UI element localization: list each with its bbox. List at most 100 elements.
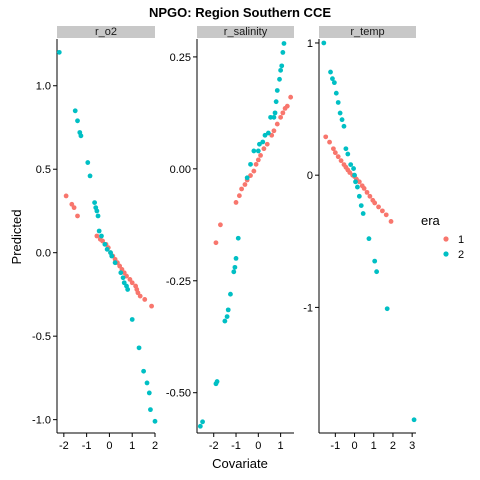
facet-strip-label: r_temp <box>350 26 384 38</box>
data-point <box>92 200 98 206</box>
data-point <box>335 100 341 105</box>
legend-label: 2 <box>458 249 464 261</box>
data-point <box>339 117 345 123</box>
data-point <box>222 318 228 324</box>
data-point <box>367 193 373 199</box>
x-tick-label: 2 <box>390 440 396 452</box>
legend-entries: 12 <box>443 234 464 261</box>
data-point <box>384 306 390 312</box>
legend-label: 1 <box>458 234 464 246</box>
x-axis-title: Covariate <box>212 456 268 471</box>
data-point <box>332 150 338 156</box>
data-point <box>200 419 205 425</box>
data-point <box>242 182 248 187</box>
data-point <box>330 76 335 82</box>
facet-strip <box>57 26 155 38</box>
data-point <box>56 49 62 55</box>
data-point <box>149 303 154 309</box>
facet-panel: r_temp 1 0 -1 -1 0 1 2 3 <box>303 26 417 452</box>
data-point <box>87 173 93 179</box>
data-point <box>279 63 285 69</box>
data-point <box>72 108 78 114</box>
data-point <box>75 118 80 124</box>
x-tick-label: 1 <box>129 440 135 452</box>
legend-key <box>443 251 449 257</box>
data-point <box>366 236 372 242</box>
legend-entry: 1 <box>443 234 464 246</box>
data-point <box>236 193 242 199</box>
data-point <box>335 154 341 160</box>
data-point <box>152 418 158 424</box>
data-point <box>71 205 77 211</box>
data-point <box>78 133 84 139</box>
data-point <box>96 228 102 234</box>
data-point <box>63 193 69 199</box>
y-tick-label: 0 <box>307 170 313 182</box>
data-point <box>136 345 142 351</box>
legend-entry: 2 <box>443 249 464 261</box>
data-point <box>321 40 327 46</box>
data-point <box>333 90 339 96</box>
data-point <box>358 203 364 208</box>
data-point <box>95 213 101 219</box>
data-point <box>348 162 354 168</box>
data-point <box>271 114 277 120</box>
data-point <box>120 275 126 281</box>
series-era-2 <box>197 41 287 429</box>
data-point <box>235 235 241 241</box>
y-tick-label: 0.00 <box>170 164 191 176</box>
data-point <box>232 264 238 270</box>
x-tick-label: 3 <box>409 440 415 452</box>
data-point <box>239 186 244 192</box>
data-point <box>376 204 381 210</box>
data-point <box>284 103 290 109</box>
data-point <box>338 158 344 164</box>
data-point <box>233 200 239 205</box>
x-tick-label: 1 <box>371 440 377 452</box>
data-point <box>224 314 230 319</box>
y-tick-label: -1.0 <box>32 415 51 427</box>
data-point <box>112 260 118 266</box>
data-point <box>146 390 152 396</box>
data-point <box>341 123 347 129</box>
data-point <box>356 193 362 199</box>
data-point <box>355 184 360 190</box>
facet-panels: r_o2 1.0 0.5 0.0 -0.5 -1.0 -2 -1 0 1 2 r_salinity 0.… <box>32 26 417 452</box>
data-point <box>251 168 257 174</box>
data-point <box>213 240 219 246</box>
data-point <box>280 50 286 55</box>
data-point <box>255 148 261 154</box>
facet-strip <box>197 26 294 38</box>
data-point <box>383 212 389 218</box>
data-point <box>253 161 259 167</box>
data-point <box>372 200 378 206</box>
data-point <box>280 110 286 116</box>
y-tick-label: -0.50 <box>166 388 191 400</box>
data-point <box>225 307 231 313</box>
data-point <box>264 141 270 147</box>
data-point <box>268 114 273 120</box>
y-tick-label: -0.25 <box>166 276 191 288</box>
data-point <box>337 110 343 116</box>
data-point <box>288 94 294 100</box>
data-point <box>197 423 203 429</box>
facet-strip-label: r_salinity <box>224 26 268 38</box>
legend: era 12 <box>421 213 464 261</box>
data-point <box>251 148 257 154</box>
data-point <box>351 166 356 171</box>
data-point <box>271 128 277 134</box>
data-point <box>278 67 284 73</box>
legend-title: era <box>421 213 441 228</box>
legend-key <box>443 236 449 242</box>
x-tick-label: -1 <box>231 440 241 452</box>
data-point <box>274 88 280 93</box>
data-point <box>323 134 329 140</box>
facet-panel: r_salinity 0.25 0.00 -0.25 -0.50 -2 -1 0 1 <box>166 26 294 452</box>
data-point <box>360 211 366 216</box>
x-tick-label: -2 <box>209 440 219 452</box>
data-point <box>214 379 220 384</box>
y-tick-label: 1 <box>307 38 313 50</box>
facet-strip <box>319 26 416 38</box>
